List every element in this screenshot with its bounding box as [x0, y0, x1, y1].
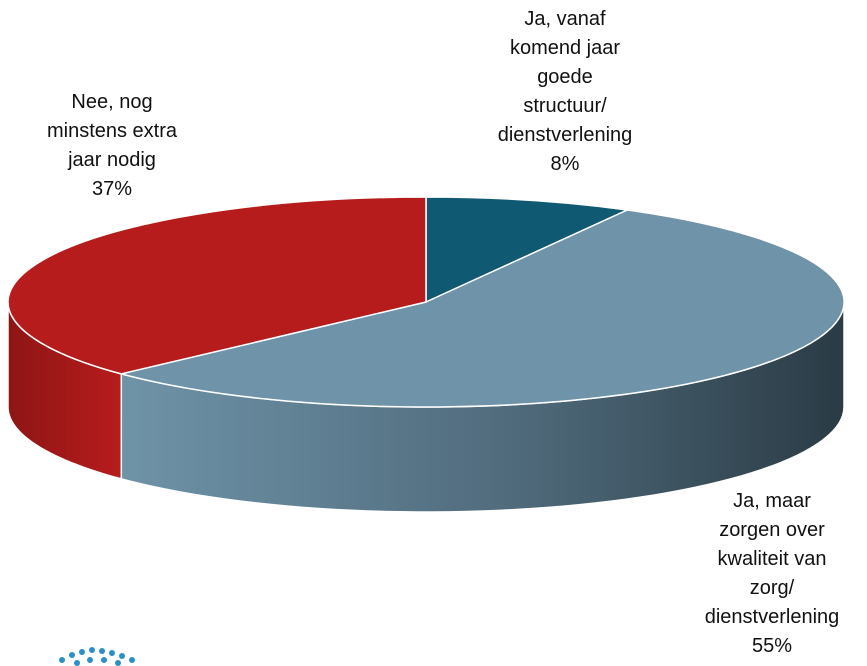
percent: 8%	[550, 153, 580, 175]
percent: 55%	[751, 635, 793, 657]
logo	[59, 647, 135, 666]
category: Ja, maar zorgen over kwaliteit van zorg/…	[704, 490, 840, 628]
category: Ja, vanaf komend jaar goede structuur/ d…	[497, 8, 633, 146]
slice	[425, 196, 631, 304]
slice	[121, 209, 845, 408]
slice	[7, 196, 427, 375]
category: Nee, nog minstens extra jaar nodig	[46, 91, 178, 171]
slice-label: Ja, vanaf komend jaar goede structuur/ d…	[465, 5, 665, 179]
slice-label: Ja, maar zorgen over kwaliteit van zorg/…	[672, 487, 867, 661]
slice-label: Nee, nog minstens extra jaar nodig 37%	[12, 88, 212, 204]
percent: 37%	[91, 178, 133, 200]
